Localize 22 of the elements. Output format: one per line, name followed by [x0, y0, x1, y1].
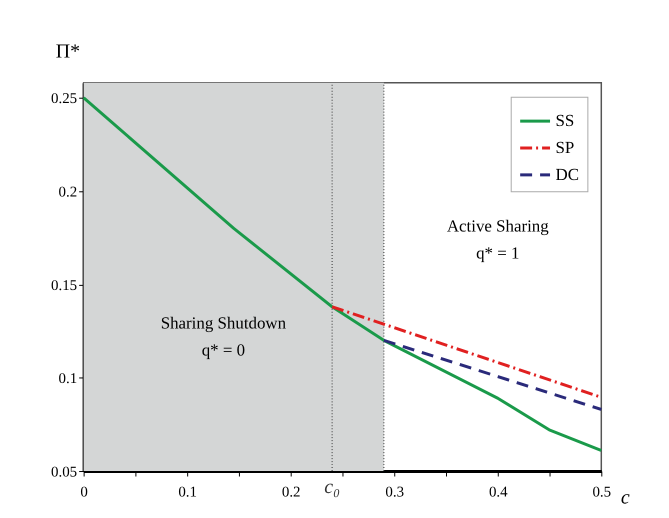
x-tick-label: 0.5: [592, 484, 612, 500]
x-axis-title: c: [620, 486, 630, 508]
x-tick-label: 0.2: [282, 484, 301, 500]
annotation: q* = 0: [202, 340, 246, 360]
y-axis-title: Π*: [56, 40, 80, 62]
y-tick-label: 0.2: [58, 184, 78, 201]
y-tick-label: 0.25: [51, 91, 78, 108]
legend-label: SP: [556, 138, 574, 157]
legend-label: SS: [556, 111, 574, 130]
y-tick-label: 0.1: [58, 371, 78, 388]
annotation: q* = 1: [476, 244, 520, 263]
y-tick-label: 0.05: [51, 464, 78, 481]
line-series: [82, 96, 603, 452]
x-tick-label: 0: [80, 484, 88, 500]
annotation: Active Sharing: [446, 216, 550, 236]
annotation: Sharing Shutdown: [160, 313, 287, 332]
ref-line-label: c₀: [324, 476, 340, 498]
legend-label: DC: [556, 164, 580, 184]
x-tick-label: 0.1: [178, 484, 197, 500]
x-tick-label: 0.4: [488, 484, 508, 500]
y-tick-label: 0.15: [51, 278, 78, 294]
x-tick-label: 0.3: [385, 484, 404, 500]
